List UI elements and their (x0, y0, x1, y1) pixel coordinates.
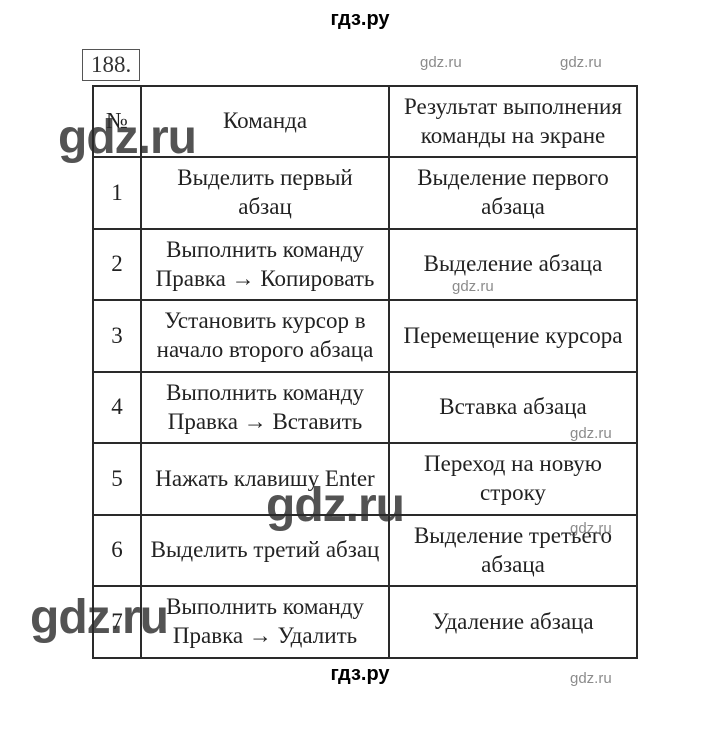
table-row: 2 Выполнить команду Правка → Копировать … (93, 229, 637, 301)
cell-command: Установить курсор в начало второго абзац… (141, 300, 389, 372)
cell-result: Вставка абзаца (389, 372, 637, 444)
table-row: 4 Выполнить команду Правка → Вставить Вс… (93, 372, 637, 444)
cell-command: Выполнить команду Правка → Вставить (141, 372, 389, 444)
header-number: № (93, 86, 141, 158)
cell-result: Перемещение курсора (389, 300, 637, 372)
cell-number: 5 (93, 443, 141, 515)
site-header: гдз.ру (0, 0, 720, 37)
cell-result: Выделение первого абзаца (389, 157, 637, 229)
cell-number: 1 (93, 157, 141, 229)
table-row: 1 Выделить первый абзац Выделение первог… (93, 157, 637, 229)
watermark-small: gdz.ru (420, 54, 462, 71)
cell-number: 7 (93, 586, 141, 658)
site-footer: гдз.ру (0, 659, 720, 686)
cell-command: Выделить третий абзац (141, 515, 389, 587)
table-header-row: № Команда Результат выполнения команды н… (93, 86, 637, 158)
table-row: 6 Выделить третий абзац Выделение третье… (93, 515, 637, 587)
cell-command: Нажать клавишу Enter (141, 443, 389, 515)
cell-result: Выделение третьего абзаца (389, 515, 637, 587)
watermark-small: gdz.ru (560, 54, 602, 71)
table-row: 3 Установить курсор в начало второго абз… (93, 300, 637, 372)
header-result: Результат выполнения команды на экране (389, 86, 637, 158)
cell-result: Переход на новую строку (389, 443, 637, 515)
table-container: № Команда Результат выполнения команды н… (92, 85, 638, 659)
cell-command: Выделить первый абзац (141, 157, 389, 229)
cell-number: 3 (93, 300, 141, 372)
table-row: 5 Нажать клавишу Enter Переход на новую … (93, 443, 637, 515)
cell-command: Выполнить команду Правка → Копировать (141, 229, 389, 301)
commands-table: № Команда Результат выполнения команды н… (92, 85, 638, 659)
cell-result: Выделение абзаца (389, 229, 637, 301)
cell-command: Выполнить команду Правка → Удалить (141, 586, 389, 658)
cell-number: 2 (93, 229, 141, 301)
cell-result: Удаление абзаца (389, 586, 637, 658)
cell-number: 4 (93, 372, 141, 444)
header-command: Команда (141, 86, 389, 158)
cell-number: 6 (93, 515, 141, 587)
exercise-number: 188. (82, 49, 140, 81)
table-row: 7 Выполнить команду Правка → Удалить Уда… (93, 586, 637, 658)
